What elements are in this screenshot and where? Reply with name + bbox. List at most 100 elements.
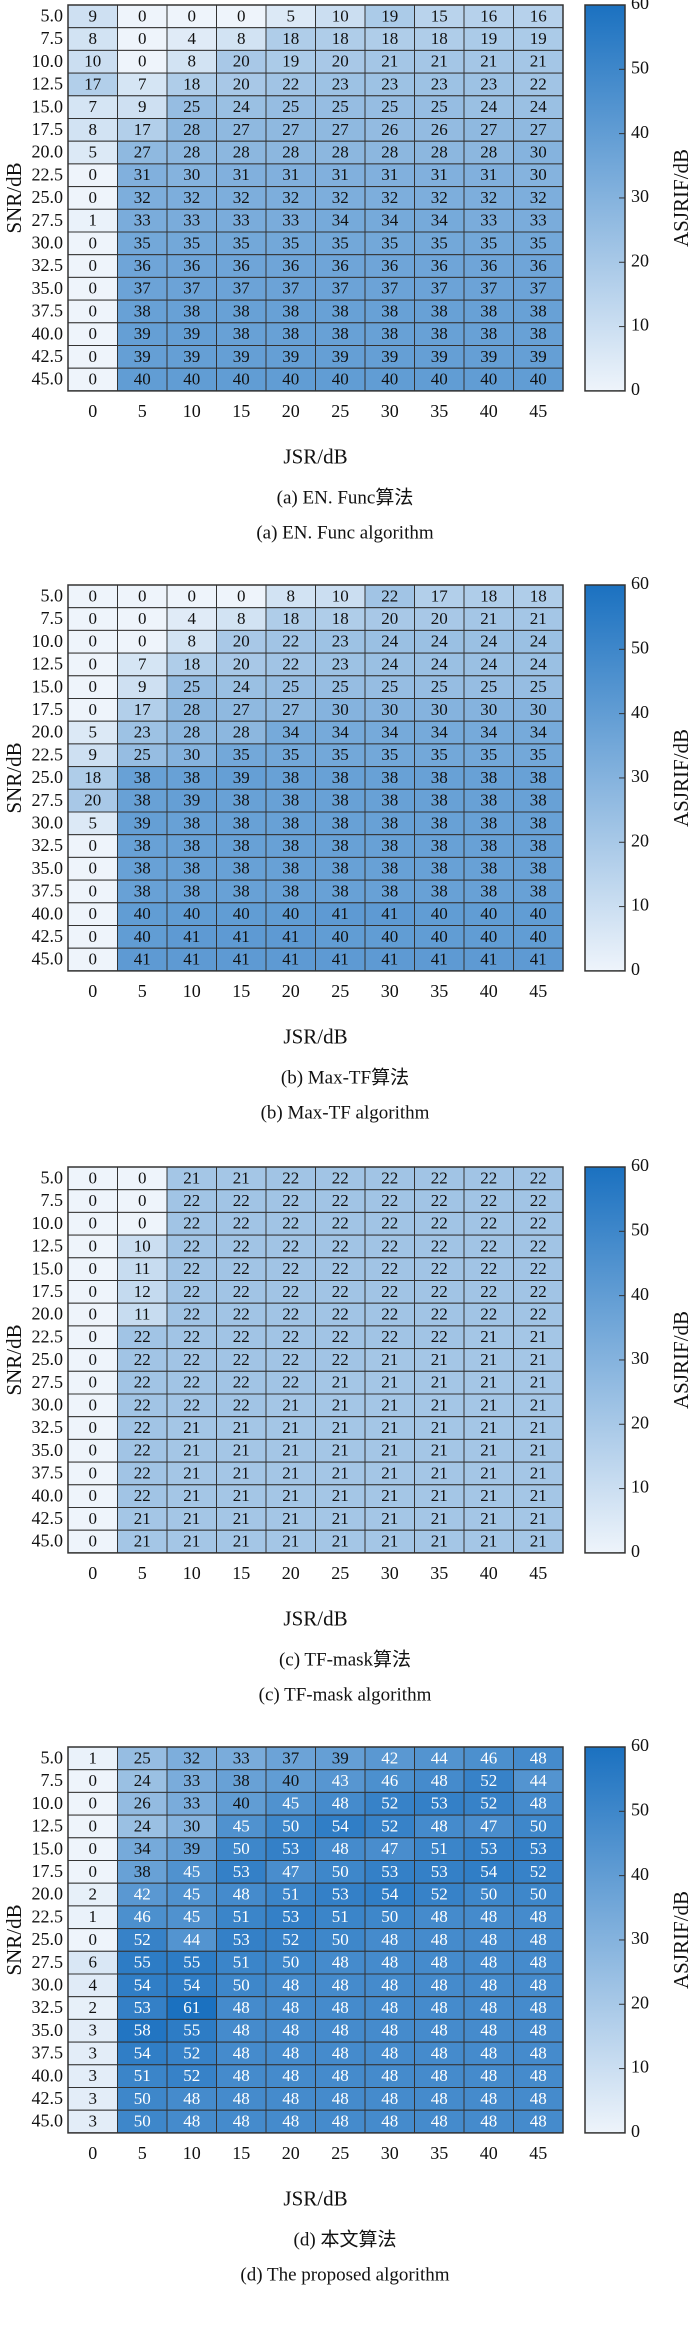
cell-value-label: 40 (183, 904, 200, 923)
cell-value-label: 21 (381, 1463, 398, 1482)
y-tick-label: 45.0 (32, 949, 64, 969)
cell-value-label: 39 (134, 324, 151, 343)
cell-value-label: 24 (480, 632, 498, 651)
cell-value-label: 41 (332, 904, 349, 923)
cell-value-label: 10 (84, 52, 101, 71)
cell-value-label: 39 (183, 347, 200, 366)
cell-value-label: 0 (89, 233, 98, 252)
cell-value-label: 22 (183, 1191, 200, 1210)
cell-value-label: 38 (480, 768, 497, 787)
y-tick-label: 12.5 (32, 1816, 64, 1836)
cell-value-label: 22 (480, 1259, 497, 1278)
cell-value-label: 21 (431, 1395, 448, 1414)
y-tick-label: 37.5 (32, 2043, 64, 2063)
cell-value-label: 48 (332, 1953, 349, 1972)
cell-value-label: 8 (237, 609, 246, 628)
cell-value-label: 5 (287, 6, 296, 25)
colorbar-label: ASJRIF/dB (669, 1311, 693, 1409)
cell-value-label: 22 (233, 1191, 250, 1210)
cell-value-label: 34 (381, 211, 399, 230)
y-tick-label: 7.5 (41, 1770, 64, 1790)
cell-value-label: 52 (431, 1884, 448, 1903)
cell-value-label: 39 (134, 347, 151, 366)
cell-value-label: 0 (89, 1862, 98, 1881)
heatmap-frame (67, 1746, 564, 2134)
cell-value-label: 27 (282, 120, 300, 139)
cell-value-label: 24 (381, 632, 399, 651)
cell-value-label: 40 (480, 927, 497, 946)
cell-value-label: 40 (332, 369, 349, 388)
cell-value-label: 0 (89, 836, 98, 855)
cell-value-label: 22 (381, 1168, 398, 1187)
cell-value-label: 34 (134, 1839, 152, 1858)
cell-value-label: 39 (233, 768, 250, 787)
cell-value-label: 0 (89, 700, 98, 719)
cell-value-label: 0 (89, 1214, 98, 1233)
cell-value-label: 22 (431, 1282, 448, 1301)
caption-cn: (c) TF-mask算法 (279, 1648, 411, 1670)
heatmap-cells: 1 25 32 33 37 39 42 44 46 480 24 33 38 40 43 46 48 52 440 2… (67, 1746, 564, 2134)
cell-value-label: 21 (332, 1418, 349, 1437)
y-axis-label: SNR/dB (2, 742, 26, 813)
cell-value-label: 36 (134, 256, 151, 275)
cell-value-label: 21 (233, 1441, 250, 1460)
y-tick-label: 35.0 (32, 2020, 64, 2040)
cell-value-label: 2 (89, 1884, 98, 1903)
cell-value-label: 48 (480, 2111, 497, 2130)
cell-value-label: 24 (381, 654, 399, 673)
cell-value-label: 48 (431, 1930, 448, 1949)
cell-value-label: 38 (530, 768, 547, 787)
cell-value-label: 21 (134, 1509, 151, 1528)
cell-value-label: 48 (381, 1930, 398, 1949)
cell-value-label: 38 (530, 836, 547, 855)
heatmap-cells: 0 0 21 21 22 22 22 22 22 22 0 0 22 22 22 22 22 22 22 22 0 0 22… (67, 1166, 564, 1554)
cell-value-label: 55 (183, 1953, 200, 1972)
y-tick-label: 17.5 (32, 699, 64, 719)
cell-value-label: 0 (89, 927, 98, 946)
y-tick-label: 7.5 (41, 28, 64, 48)
cell-value-label: 21 (381, 1531, 398, 1550)
cell-value-label: 48 (431, 2066, 448, 2085)
y-tick-label: 25.0 (32, 767, 64, 787)
cell-value-label: 21 (332, 1509, 349, 1528)
cell-value-label: 3 (89, 2021, 98, 2040)
cell-value-label: 35 (480, 233, 497, 252)
y-tick-label: 10.0 (32, 631, 64, 651)
cell-value-label: 38 (183, 881, 200, 900)
colorbar (584, 4, 626, 392)
cell-value-label: 0 (89, 1509, 98, 1528)
cell-value-label: 28 (233, 722, 250, 741)
cell-value-label: 34 (282, 722, 300, 741)
cell-value-label: 21 (480, 1486, 497, 1505)
cell-value-label: 20 (233, 654, 250, 673)
cell-value-label: 38 (431, 859, 448, 878)
y-tick-label: 30.0 (32, 232, 64, 252)
cell-value-label: 39 (183, 791, 200, 810)
cell-value-label: 22 (282, 1304, 299, 1323)
x-tick-label: 45 (529, 1563, 547, 1583)
cell-value-label: 21 (431, 1373, 448, 1392)
cell-value-label: 38 (233, 813, 250, 832)
cell-value-label: 22 (233, 1236, 250, 1255)
cell-value-label: 21 (282, 1509, 299, 1528)
cell-value-label: 48 (381, 1953, 398, 1972)
cell-value-label: 48 (530, 1998, 547, 2017)
cell-value-label: 20 (233, 52, 250, 71)
cell-value-label: 9 (138, 97, 147, 116)
cell-value-label: 48 (282, 2066, 299, 2085)
heatmap-panel-4: 1 25 32 33 37 39 42 44 46 480 24 33 38 40 43 46 48 52 440 2… (2, 1735, 693, 2285)
cell-value-label: 22 (431, 1214, 448, 1233)
cell-value-label: 37 (233, 279, 251, 298)
cell-value-label: 0 (89, 369, 98, 388)
cell-value-label: 25 (381, 677, 398, 696)
cell-value-label: 33 (233, 211, 250, 230)
cell-value-label: 21 (183, 1531, 200, 1550)
cell-value-label: 33 (282, 211, 299, 230)
colorbar-tick-label: 20 (631, 830, 649, 850)
cell-value-label: 47 (480, 1816, 498, 1835)
colorbar-tick-label: 0 (631, 2121, 640, 2141)
cell-value-label: 48 (332, 2021, 349, 2040)
cell-value-label: 35 (480, 745, 497, 764)
cell-value-label: 38 (431, 836, 448, 855)
